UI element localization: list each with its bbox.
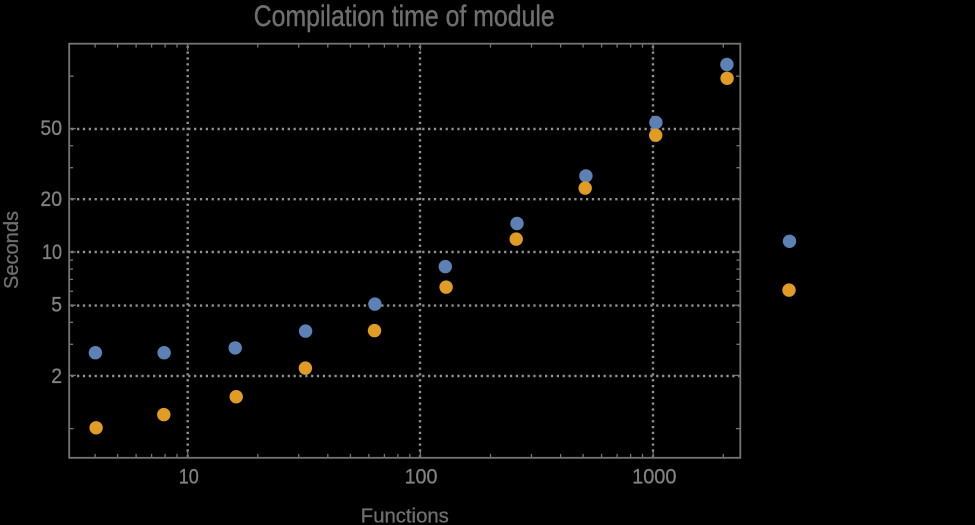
svg-text:Compilation time of module: Compilation time of module: [254, 0, 555, 33]
svg-text:50: 50: [40, 117, 62, 140]
svg-text:20: 20: [40, 188, 62, 211]
svg-text:5: 5: [51, 294, 62, 317]
svg-text:10: 10: [179, 465, 199, 488]
svg-text:10: 10: [42, 241, 62, 264]
svg-text:Seconds: Seconds: [1, 211, 23, 289]
svg-text:1000: 1000: [632, 465, 676, 488]
svg-text:100: 100: [405, 465, 438, 488]
svg-text:Functions: Functions: [361, 505, 449, 525]
svg-text:2: 2: [51, 365, 62, 388]
